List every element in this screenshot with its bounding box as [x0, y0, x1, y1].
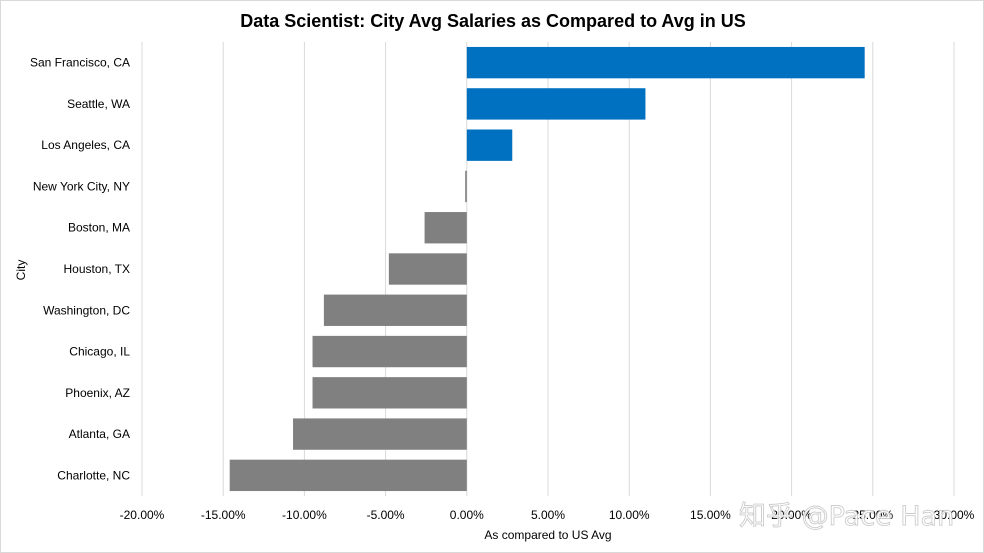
bar-4: [424, 212, 467, 244]
category-label-2: Los Angeles, CA: [41, 138, 130, 152]
bar-7: [312, 335, 467, 368]
category-label-5: Houston, TX: [64, 262, 130, 276]
bar-2: [466, 129, 513, 161]
x-axis-title: As compared to US Avg: [484, 528, 611, 542]
bar-0: [466, 46, 865, 79]
bar-6: [323, 294, 467, 326]
category-label-7: Chicago, IL: [69, 345, 130, 359]
x-tick-label-7: 15.00%: [690, 508, 731, 522]
x-tick-label-6: 10.00%: [609, 508, 650, 522]
bar-9: [293, 418, 467, 450]
x-tick-label-1: -15.00%: [201, 508, 246, 522]
x-tick-label-0: -20.00%: [120, 508, 165, 522]
x-tick-label-10: 30.00%: [934, 508, 975, 522]
bars: [229, 46, 865, 492]
category-label-4: Boston, MA: [68, 221, 130, 235]
x-tick-label-5: 5.00%: [531, 508, 565, 522]
x-tick-label-3: -5.00%: [367, 508, 405, 522]
category-label-1: Seattle, WA: [67, 97, 130, 111]
watermark-text: 知乎 @Pace Han: [739, 501, 954, 532]
x-tick-label-4: 0.00%: [450, 508, 484, 522]
chart-title: Data Scientist: City Avg Salaries as Com…: [240, 11, 745, 31]
x-tick-labels: -20.00% -15.00% -10.00% -5.00% 0.00% 5.00% 10.…: [120, 508, 975, 522]
category-labels: San Francisco, CA Seattle, WA Los Angeles,…: [30, 56, 130, 483]
x-tick-label-9: 25.00%: [852, 508, 893, 522]
bar-3: [465, 170, 467, 203]
x-tick-label-8: 20.00%: [771, 508, 812, 522]
bar-5: [388, 253, 467, 285]
category-label-8: Phoenix, AZ: [65, 386, 130, 400]
x-tick-label-2: -10.00%: [282, 508, 327, 522]
category-label-10: Charlotte, NC: [57, 468, 130, 482]
category-label-3: New York City, NY: [33, 179, 130, 193]
category-label-0: San Francisco, CA: [30, 56, 130, 70]
y-axis-title: City: [14, 260, 28, 281]
bar-10: [229, 459, 467, 492]
category-label-9: Atlanta, GA: [69, 427, 130, 441]
category-label-6: Washington, DC: [43, 303, 130, 317]
bar-1: [466, 88, 646, 120]
bar-8: [312, 377, 467, 409]
